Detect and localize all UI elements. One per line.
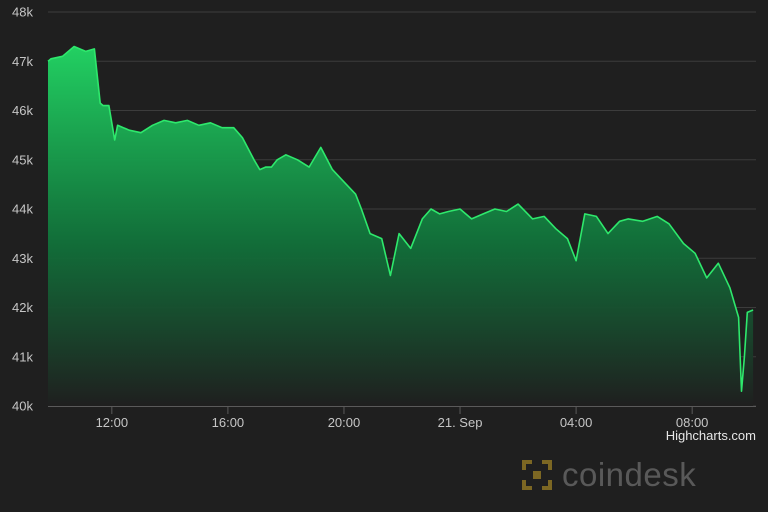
series-area-fill: [48, 46, 754, 406]
x-tick-label: 20:00: [328, 415, 361, 430]
coindesk-logo-icon: [522, 460, 552, 490]
highcharts-credits-link[interactable]: Highcharts.com: [665, 428, 756, 443]
series-area: [47, 45, 754, 406]
coindesk-watermark-text: coindesk: [562, 456, 697, 493]
y-tick-label: 44k: [12, 202, 33, 217]
y-tick-label: 41k: [12, 349, 33, 364]
y-tick-label: 42k: [12, 300, 33, 315]
x-tick-label: 04:00: [560, 415, 593, 430]
y-tick-label: 47k: [12, 54, 33, 69]
x-tick-label: 12:00: [96, 415, 129, 430]
x-axis: 12:00 16:00 20:00 21. Sep 04:00 08:00: [48, 406, 756, 430]
y-tick-label: 40k: [12, 399, 33, 414]
coindesk-watermark: coindesk: [520, 456, 696, 494]
series-line: [47, 45, 754, 392]
y-tick-label: 43k: [12, 251, 33, 266]
y-axis: 40k 41k 42k 43k 44k 45k 46k 47k 48k: [12, 5, 33, 414]
x-tick-label: 21. Sep: [438, 415, 483, 430]
x-tick-label: 08:00: [676, 415, 709, 430]
x-tick-label: 16:00: [212, 415, 245, 430]
y-tick-label: 46k: [12, 103, 33, 118]
y-tick-label: 45k: [12, 152, 33, 167]
y-tick-label: 48k: [12, 5, 33, 20]
